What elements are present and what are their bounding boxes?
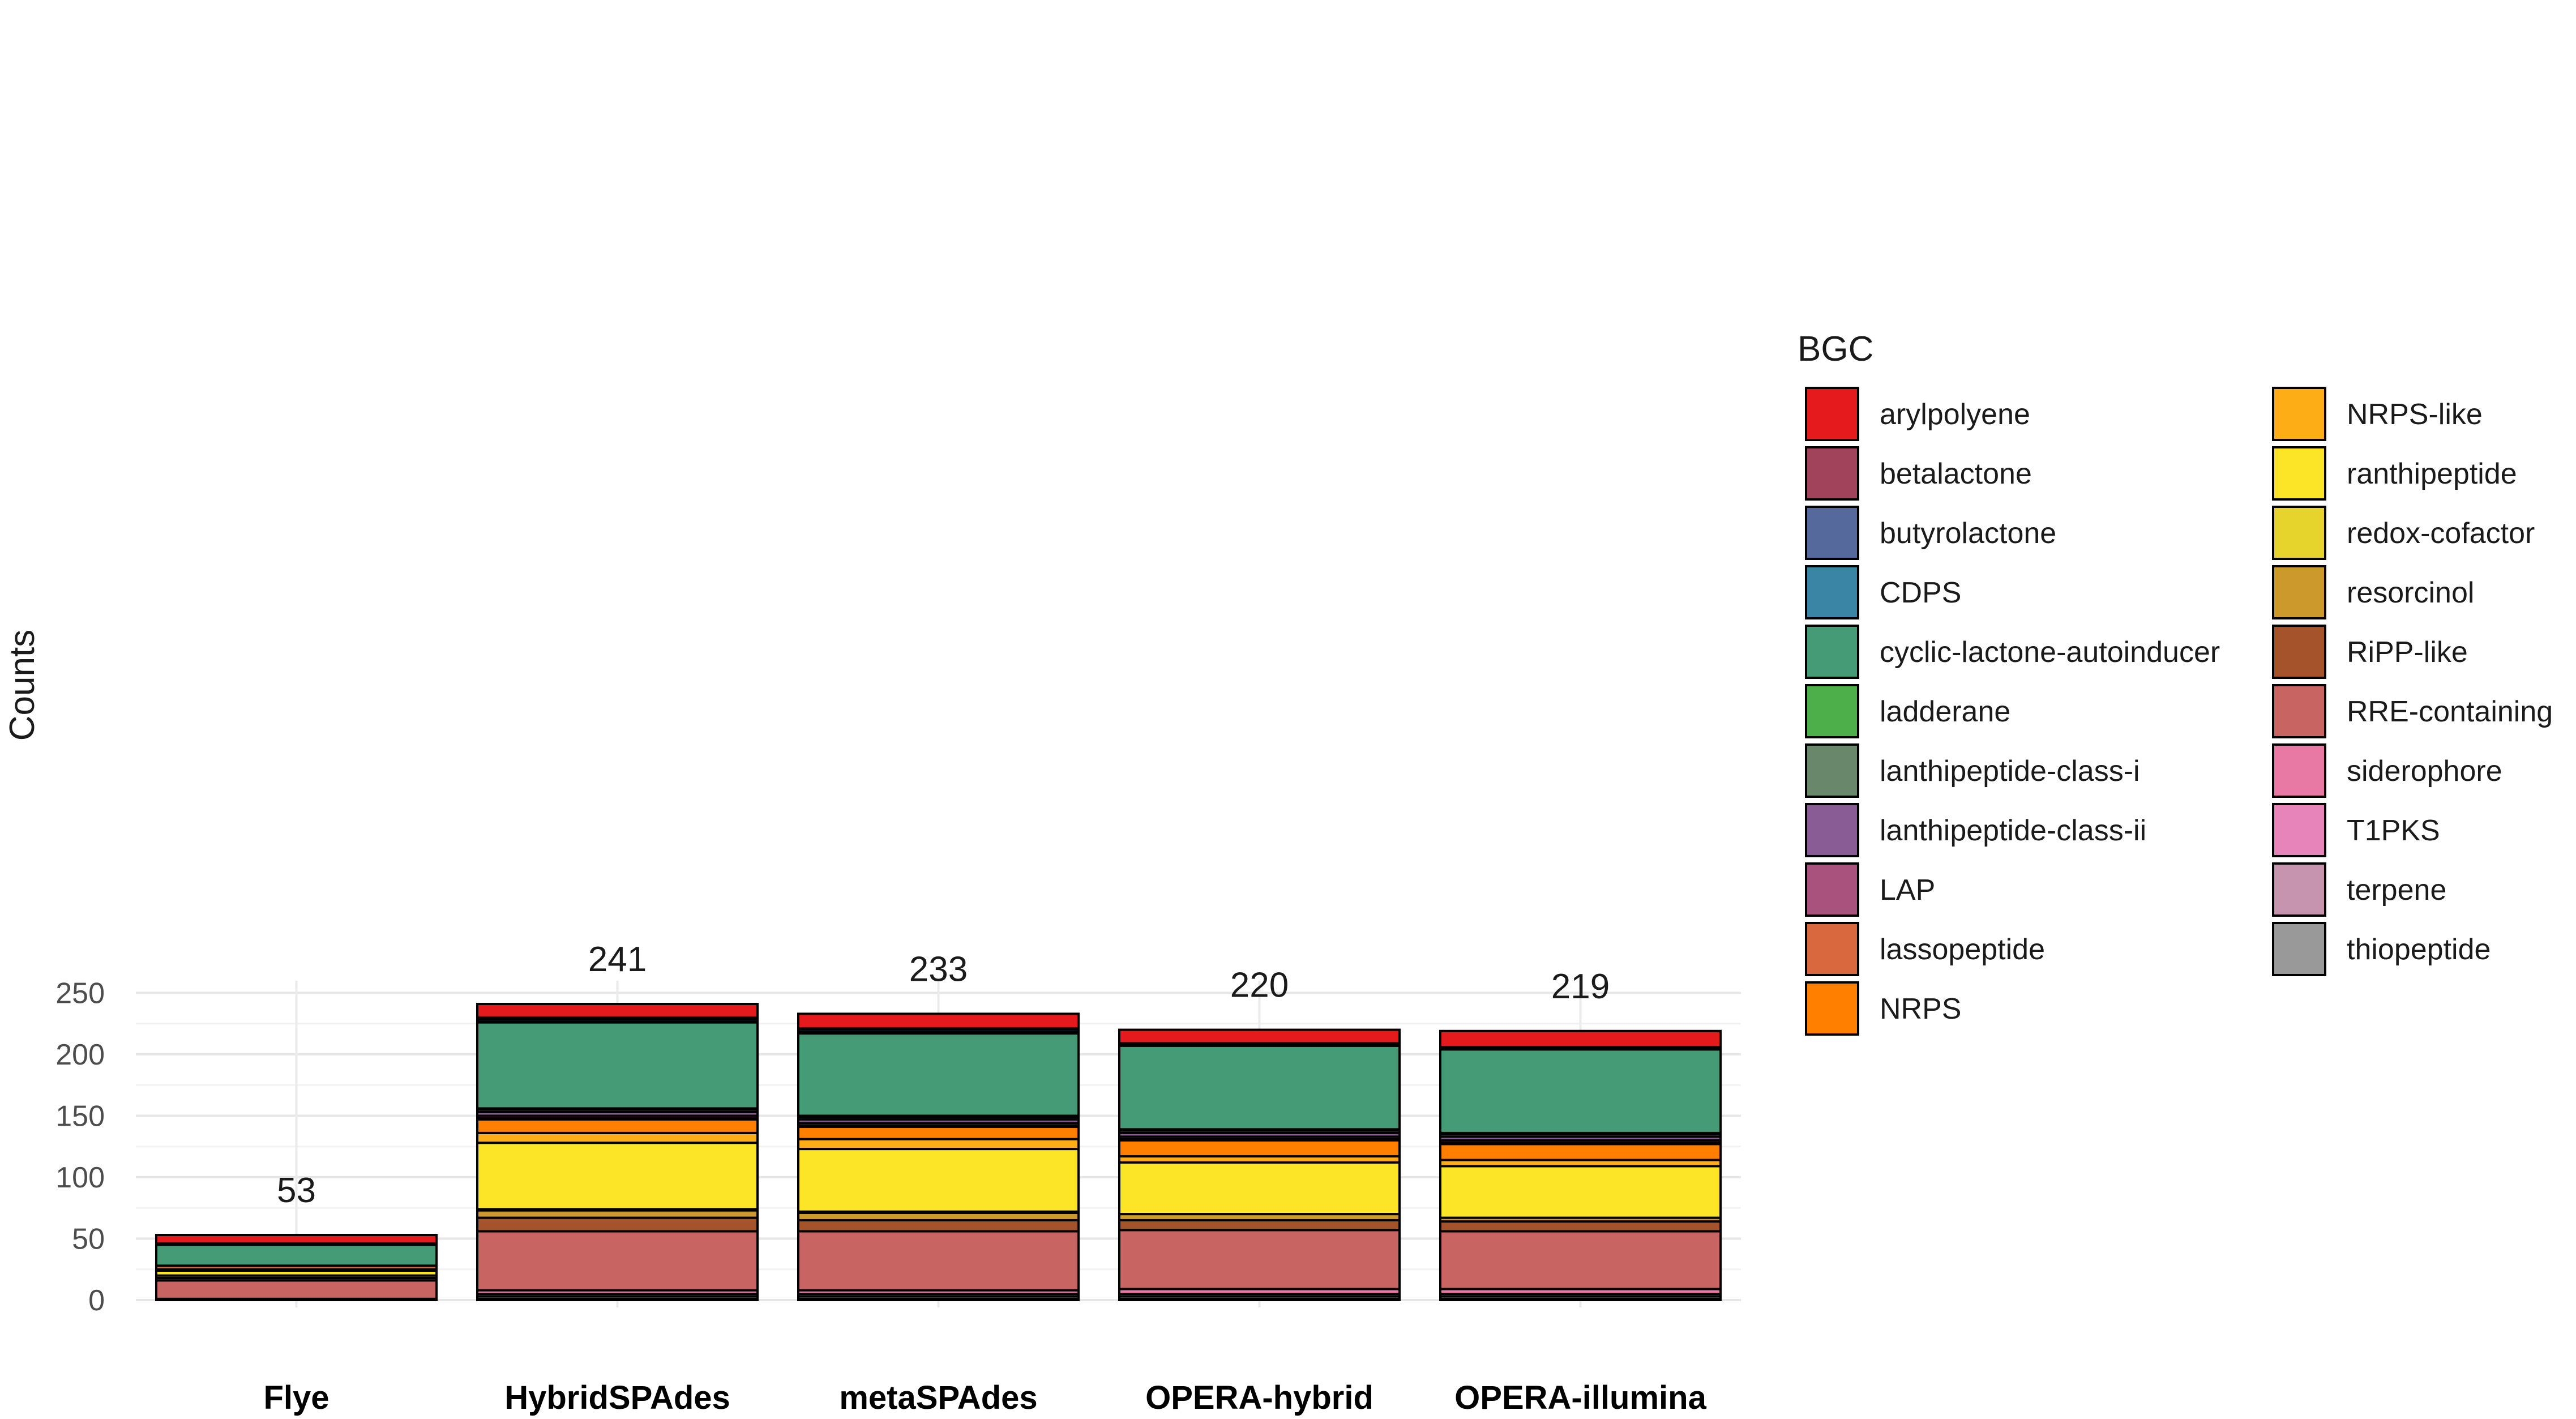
x-tick-label: OPERA-hybrid <box>1145 1379 1373 1416</box>
legend-swatch-resorcinol <box>2272 565 2326 619</box>
y-tick-label: 50 <box>72 1223 105 1256</box>
legend-swatch-thiopeptide <box>2272 922 2326 976</box>
legend-label-arylpolyene: arylpolyene <box>1880 398 2030 431</box>
legend-label-T1PKS: T1PKS <box>2347 814 2440 847</box>
x-tick-label: Flye <box>263 1379 329 1416</box>
legend-label-ranthipeptide: ranthipeptide <box>2347 458 2517 490</box>
bar-segment-RiPP-like-metaSPAdes <box>797 1219 1080 1233</box>
legend-title: BGC <box>1798 330 1873 369</box>
bar-segment-RRE-containing-Flye <box>155 1279 438 1300</box>
legend-swatch-siderophore <box>2272 743 2326 798</box>
y-tick-label: 250 <box>55 977 105 1010</box>
legend-label-siderophore: siderophore <box>2347 755 2502 788</box>
bar-segment-cyclic-lactone-autoinducer-HybridSPAdes <box>476 1021 759 1110</box>
legend-label-CDPS: CDPS <box>1880 576 1961 609</box>
legend-label-ladderane: ladderane <box>1880 695 2010 728</box>
legend-swatch-lassopeptide <box>1805 922 1859 976</box>
bar-segment-RRE-containing-HybridSPAdes <box>476 1230 759 1292</box>
bar-segment-arylpolyene-HybridSPAdes <box>476 1003 759 1019</box>
bar-segment-RiPP-like-OPERA-illumina <box>1439 1220 1722 1233</box>
legend-label-resorcinol: resorcinol <box>2347 576 2474 609</box>
bar-total-label: 53 <box>277 1171 316 1210</box>
legend-label-butyrolactone: butyrolactone <box>1880 517 2056 550</box>
bar-segment-NRPS-like-HybridSPAdes <box>476 1131 759 1144</box>
bar-segment-RRE-containing-OPERA-hybrid <box>1118 1229 1401 1290</box>
bar-total-label: 219 <box>1551 967 1610 1006</box>
bar-segment-arylpolyene-OPERA-hybrid <box>1118 1028 1401 1045</box>
legend-swatch-ladderane <box>1805 684 1859 738</box>
legend-swatch-NRPS-like <box>2272 387 2326 441</box>
bar-segment-RRE-containing-metaSPAdes <box>797 1230 1080 1292</box>
legend-swatch-NRPS <box>1805 981 1859 1036</box>
legend-label-redox-cofactor: redox-cofactor <box>2347 517 2535 550</box>
legend-swatch-LAP <box>1805 862 1859 917</box>
bar-total-label: 220 <box>1230 966 1289 1005</box>
y-axis-ticks: 0 50 100 150 200 250 <box>55 977 105 1318</box>
y-axis-label: Counts <box>3 630 42 741</box>
legend-swatch-arylpolyene <box>1805 387 1859 441</box>
bar-segment-ranthipeptide-metaSPAdes <box>797 1148 1080 1213</box>
bar-total-label: 241 <box>588 940 647 979</box>
bar-total-label: 233 <box>909 950 968 989</box>
legend-swatch-redox-cofactor <box>2272 506 2326 560</box>
bar-segment-cyclic-lactone-autoinducer-Flye <box>155 1243 438 1267</box>
y-tick-label: 0 <box>88 1284 105 1317</box>
legend-label-cyclic-lactone-autoinducer: cyclic-lactone-autoinducer <box>1880 636 2220 669</box>
y-tick-label: 100 <box>55 1161 105 1194</box>
bar-segment-arylpolyene-OPERA-illumina <box>1439 1029 1722 1048</box>
bar-segment-ranthipeptide-HybridSPAdes <box>476 1142 759 1211</box>
legend-swatch-T1PKS <box>2272 803 2326 857</box>
legend-label-lassopeptide: lassopeptide <box>1880 933 2045 966</box>
legend-swatch-lanthipeptide-class-ii <box>1805 803 1859 857</box>
y-tick-label: 200 <box>55 1038 105 1071</box>
legend-label-LAP: LAP <box>1880 874 1935 907</box>
legend-label-NRPS: NRPS <box>1880 993 1961 1025</box>
legend-swatch-butyrolactone <box>1805 506 1859 560</box>
bar-segment-NRPS-HybridSPAdes <box>476 1118 759 1134</box>
bar-segment-NRPS-metaSPAdes <box>797 1126 1080 1140</box>
legend-label-NRPS-like: NRPS-like <box>2347 398 2483 431</box>
legend-swatch-lanthipeptide-class-i <box>1805 743 1859 798</box>
bar-totals: 53 241 233 220 219 <box>277 940 1610 1210</box>
legend-label-thiopeptide: thiopeptide <box>2347 933 2491 966</box>
bar-segment-ranthipeptide-OPERA-hybrid <box>1118 1161 1401 1216</box>
legend-swatch-CDPS <box>1805 565 1859 619</box>
bar-segment-NRPS-OPERA-hybrid <box>1118 1139 1401 1158</box>
bar-segment-cyclic-lactone-autoinducer-OPERA-hybrid <box>1118 1044 1401 1131</box>
bars <box>155 1003 1722 1302</box>
bar-segment-RiPP-like-OPERA-hybrid <box>1118 1219 1401 1232</box>
legend-label-RRE-containing: RRE-containing <box>2347 695 2553 728</box>
x-tick-label: metaSPAdes <box>839 1379 1037 1416</box>
legend-swatch-terpene <box>2272 862 2326 917</box>
x-axis-ticks: Flye HybridSPAdes metaSPAdes OPERA-hybrid OP… <box>263 1379 1706 1416</box>
legend-swatch-RiPP-like <box>2272 625 2326 679</box>
legend-label-RiPP-like: RiPP-like <box>2347 636 2468 669</box>
legend: BGC arylpolyene betalactone butyrolactone C… <box>1798 330 2553 1036</box>
bar-segment-cyclic-lactone-autoinducer-metaSPAdes <box>797 1032 1080 1117</box>
bar-segment-arylpolyene-Flye <box>155 1233 438 1245</box>
bar-segment-RRE-containing-OPERA-illumina <box>1439 1230 1722 1290</box>
x-tick-label: OPERA-illumina <box>1454 1379 1706 1416</box>
bar-segment-cyclic-lactone-autoinducer-OPERA-illumina <box>1439 1048 1722 1134</box>
legend-label-lanthipeptide-class-ii: lanthipeptide-class-ii <box>1880 814 2146 847</box>
x-tick-label: HybridSPAdes <box>504 1379 730 1416</box>
legend-swatch-RRE-containing <box>2272 684 2326 738</box>
bar-segment-arylpolyene-metaSPAdes <box>797 1012 1080 1030</box>
bar-segment-NRPS-OPERA-illumina <box>1439 1143 1722 1161</box>
legend-swatch-ranthipeptide <box>2272 446 2326 501</box>
bar-segment-ranthipeptide-OPERA-illumina <box>1439 1165 1722 1219</box>
y-tick-label: 150 <box>55 1100 105 1133</box>
legend-swatch-cyclic-lactone-autoinducer <box>1805 625 1859 679</box>
legend-label-lanthipeptide-class-i: lanthipeptide-class-i <box>1880 755 2140 788</box>
legend-label-terpene: terpene <box>2347 874 2446 907</box>
legend-swatch-betalactone <box>1805 446 1859 501</box>
bar-segment-NRPS-like-metaSPAdes <box>797 1138 1080 1151</box>
bar-segment-RiPP-like-HybridSPAdes <box>476 1216 759 1233</box>
legend-label-betalactone: betalactone <box>1880 458 2032 490</box>
